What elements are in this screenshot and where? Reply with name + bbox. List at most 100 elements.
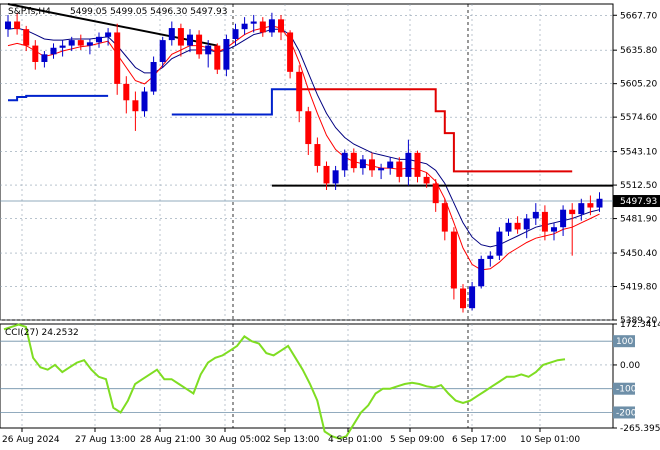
candle-body <box>396 161 403 177</box>
price-tick-label: 5419.80 <box>620 283 657 293</box>
candle-body <box>159 40 166 62</box>
price-tick-label: 5481.90 <box>620 215 657 225</box>
price-axis: 5667.70 5635.80 5605.20 5574.60 5543.10 5512.… <box>613 11 660 326</box>
cci-tick-label: -100 <box>616 385 637 395</box>
candle-body <box>141 91 148 112</box>
cci-panel: 172.3414 100 0.00 -100 -200 -265.3959 CCI(27)… <box>0 320 660 440</box>
candle-body <box>196 34 203 55</box>
price-series <box>0 3 613 271</box>
candle-body <box>514 222 521 230</box>
candle-body <box>50 47 57 55</box>
candle-body <box>405 152 412 177</box>
candle-body <box>32 45 39 62</box>
cci-level-tag <box>613 335 635 348</box>
cci-level-tag <box>613 382 635 395</box>
candles <box>5 12 603 313</box>
candle-body <box>214 45 221 70</box>
chart-title: S&P.fs,H4 <box>8 7 51 17</box>
candle-body <box>168 28 175 41</box>
time-tick-label: 10 Sep 01:00 <box>520 435 580 445</box>
candle-body <box>105 32 112 37</box>
candle-body <box>86 42 93 46</box>
candle-body <box>341 152 348 171</box>
candle-body <box>259 21 266 33</box>
candle-body <box>387 161 394 169</box>
candle-body <box>587 203 594 208</box>
candle-body <box>532 211 539 219</box>
candle-body <box>414 152 421 177</box>
candle-body <box>523 218 530 230</box>
candle-body <box>496 231 503 256</box>
cci-panel-border <box>0 323 614 429</box>
candle-body <box>359 159 366 169</box>
price-tick-label: 5605.20 <box>620 80 657 90</box>
candle-body <box>478 258 485 287</box>
candle-body <box>23 29 30 46</box>
candle-body <box>250 21 257 24</box>
price-tick-label: 5389.20 <box>620 316 657 326</box>
candle-body <box>123 83 130 101</box>
price-tick-label: 5543.10 <box>620 148 657 158</box>
candle-body <box>541 211 548 232</box>
time-tick-label: 2 Sep 13:00 <box>265 435 320 445</box>
candle-body <box>578 203 585 215</box>
candle-body <box>314 144 321 166</box>
cci-levels <box>0 340 613 413</box>
candle-body <box>205 45 212 55</box>
candle-body <box>378 168 385 171</box>
cci-axis: 172.3414 100 0.00 -100 -200 -265.3959 <box>613 320 660 434</box>
candle-body <box>150 61 157 92</box>
candle-body <box>323 165 330 184</box>
price-tick-label: 5635.80 <box>620 46 657 56</box>
time-tick-label: 26 Aug 2024 <box>2 435 60 445</box>
candle-body <box>569 209 576 215</box>
time-tick-label: 4 Sep 01:00 <box>328 435 383 445</box>
candle-body <box>350 152 357 169</box>
candle-body <box>132 100 139 112</box>
candle-body <box>287 32 294 72</box>
cci-tick-label: 172.3414 <box>620 320 660 330</box>
candle-body <box>114 32 121 84</box>
candle-body <box>505 222 512 232</box>
candle-body <box>596 198 603 208</box>
cci-tick-label: -200 <box>616 408 637 418</box>
candle-body <box>187 34 193 46</box>
candle-body <box>423 176 430 184</box>
cci-tick-label: 100 <box>616 337 633 347</box>
current-price-tag <box>613 195 660 208</box>
time-tick-label: 28 Aug 21:00 <box>140 435 201 445</box>
candle-body <box>68 40 75 46</box>
time-tick-label: 5 Sep 09:00 <box>390 435 445 445</box>
resistance-line <box>299 88 573 173</box>
candle-body <box>441 203 448 232</box>
candle-body <box>41 54 48 62</box>
support-line <box>8 88 300 116</box>
cci-tick-label: 0.00 <box>620 361 640 371</box>
candle-body <box>14 21 21 30</box>
cci-tick-label: -265.3959 <box>620 424 660 434</box>
cci-label: CCI(27) 24.2532 <box>5 328 79 338</box>
cci-level-tag <box>613 406 635 419</box>
candle-body <box>460 288 466 309</box>
cci-grid <box>21 324 541 428</box>
candle-body <box>5 21 11 30</box>
candle-body <box>177 28 184 46</box>
price-tick-label: 5574.60 <box>620 113 657 123</box>
price-panel: 5667.70 5635.80 5605.20 5574.60 5543.10 5512.… <box>0 3 660 428</box>
candle-body <box>232 29 239 40</box>
candle-body <box>432 183 439 204</box>
candle-body <box>560 209 567 228</box>
time-axis: 26 Aug 2024 27 Aug 13:00 28 Aug 21:00 30 Au… <box>2 428 580 445</box>
candle-body <box>77 40 84 46</box>
candle-body <box>332 170 339 184</box>
time-tick-label: 30 Aug 05:00 <box>205 435 266 445</box>
candle-body <box>296 71 303 112</box>
time-tick-label: 27 Aug 13:00 <box>75 435 136 445</box>
candle-body <box>369 159 375 171</box>
fast-moving-average <box>7 25 600 271</box>
price-tick-label: 5450.40 <box>620 249 657 259</box>
cci-line <box>3 323 566 440</box>
candle-body <box>469 286 476 309</box>
